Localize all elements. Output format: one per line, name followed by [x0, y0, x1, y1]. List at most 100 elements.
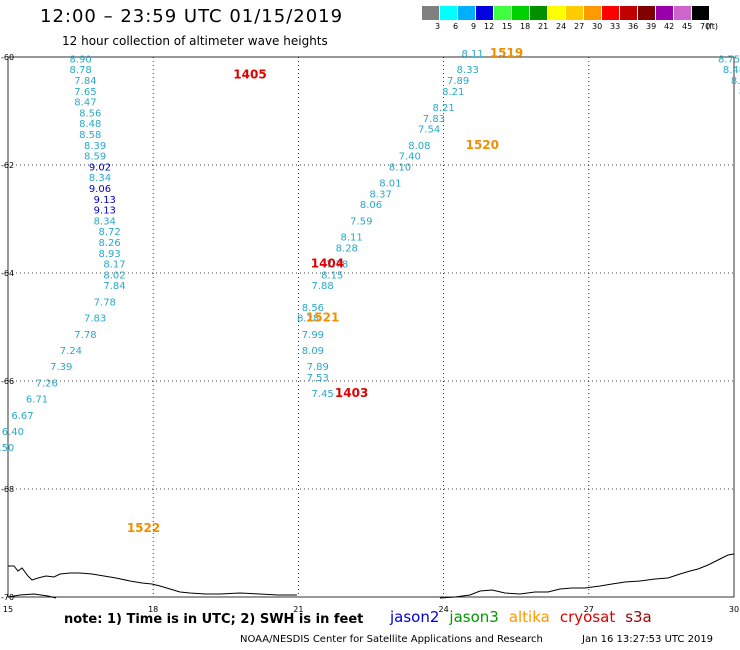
wave-height-value: 8.06 [360, 200, 382, 211]
generated-timestamp: Jan 16 13:27:53 UTC 2019 [582, 634, 714, 645]
wave-height-value: 7.78 [326, 260, 348, 271]
pass-number-label: 1522 [127, 521, 160, 535]
map-frame [7, 56, 735, 598]
wave-height-value: 9.13 [94, 195, 116, 206]
wave-height-value: 8.48 [79, 119, 101, 130]
wave-height-value: 8.37 [370, 189, 392, 200]
legend-swatch-12 [476, 6, 493, 20]
legend-swatch-9 [458, 6, 475, 20]
pass-number-label: 1519 [490, 46, 523, 60]
legend-swatch-36 [620, 6, 637, 20]
coastline-east [439, 553, 735, 599]
wave-height-value: 8.15 [321, 270, 343, 281]
wave-height-value: 7.83 [84, 314, 106, 325]
legend-label-27: 27 [574, 22, 585, 31]
satellite-s3a: s3a [625, 608, 652, 626]
credit-line: NOAA/NESDIS Center for Satellite Applica… [240, 634, 543, 645]
wave-height-value: 8.01 [379, 179, 401, 190]
legend-swatch-18 [512, 6, 529, 20]
wave-height-value: 7.45 [311, 389, 333, 400]
wave-height-value: 8.08 [408, 141, 430, 152]
wave-height-value: 6.50 [0, 443, 14, 454]
legend-label-18: 18 [520, 22, 531, 31]
wave-height-value: 9.02 [89, 162, 111, 173]
wave-height-value: 7.26 [36, 378, 58, 389]
legend-label-6: 6 [453, 22, 459, 31]
wave-height-value: 8.33 [457, 65, 479, 76]
wave-height-value: 9.13 [94, 206, 116, 217]
wave-height-value: 7.83 [423, 114, 445, 125]
wave-height-value: 9.06 [89, 184, 111, 195]
axis-labels: 15 18 21 24 27 30 -60 -62 -64 -66 -68 -70 [1, 53, 739, 614]
wave-height-value: 7.39 [50, 362, 72, 373]
y-tick-label: -70 [1, 593, 14, 602]
pass-labels: 1405 1519 1520 1404 1521 1403 1522 [127, 46, 523, 535]
coastline-west [8, 565, 297, 596]
ice-shelf-west [7, 593, 57, 599]
satellite-jason2: jason2 [390, 608, 440, 626]
legend-label-39: 39 [646, 22, 657, 31]
wave-height-value: 7.89 [447, 76, 469, 87]
wave-height-value: 8.02 [103, 270, 125, 281]
wave-height-value: 8.3 [731, 76, 740, 87]
legend-swatch-70 [692, 6, 709, 20]
wave-height-value: 8.48 [723, 65, 740, 76]
x-tick-label: 18 [148, 605, 158, 614]
y-tick-label: -68 [1, 485, 14, 494]
x-tick-label: 15 [3, 605, 13, 614]
wave-height-value: 6.71 [26, 395, 48, 406]
wave-height-value: 8.10 [389, 162, 411, 173]
wave-height-value: 8.11 [341, 233, 363, 244]
legend-label-3: 3 [435, 22, 441, 31]
color-scale-legend [422, 6, 728, 20]
legend-swatch-6 [440, 6, 457, 20]
legend-label-30: 30 [592, 22, 603, 31]
wave-height-value: 8.17 [103, 260, 125, 271]
wave-height-value: 7.24 [60, 346, 82, 357]
wave-height-value: 7.54 [418, 125, 440, 136]
wave-height-value: 7.89 [307, 362, 329, 373]
legend-swatch-3 [422, 6, 439, 20]
pass-number-label: 1520 [466, 138, 499, 152]
legend-label-15: 15 [502, 22, 513, 31]
wave-height-value: 8.39 [84, 141, 106, 152]
pass-number-label: 1405 [233, 68, 266, 82]
wave-height-value: 8.75 [718, 54, 740, 65]
x-tick-label: 30 [729, 605, 739, 614]
x-tick-label: 27 [584, 605, 594, 614]
wave-height-value: 7.88 [311, 281, 333, 292]
satellite-jason3: jason3 [449, 608, 499, 626]
wave-height-value: 8.90 [69, 54, 91, 65]
legend-unit: (ft) [706, 22, 719, 31]
altimeter-values: 8.908.787.847.658.478.568.488.588.398.59… [0, 49, 740, 454]
wave-height-value: 8.56 [302, 303, 324, 314]
wave-height-value: 8.47 [74, 98, 96, 109]
wave-height-value: 7.40 [399, 152, 421, 163]
wave-height-value: 8.93 [99, 249, 121, 260]
legend-label-33: 33 [610, 22, 621, 31]
legend-swatch-30 [584, 6, 601, 20]
wave-height-value: 8.34 [94, 216, 116, 227]
wave-height-value: 7.84 [103, 281, 125, 292]
legend-label-24: 24 [556, 22, 567, 31]
wave-height-value: 8.58 [79, 130, 101, 141]
wave-height-value: 8.34 [89, 173, 111, 184]
wave-height-value: 8.72 [99, 227, 121, 238]
wave-height-value: 8.78 [69, 65, 91, 76]
satellite-altika: altika [508, 608, 550, 626]
wave-height-value: 7.59 [350, 216, 372, 227]
wave-height-value: 7.53 [307, 373, 329, 384]
wave-height-value: 8.59 [84, 152, 106, 163]
legend-swatch-33 [602, 6, 619, 20]
legend-label-36: 36 [628, 22, 639, 31]
wave-height-value: 8.21 [442, 87, 464, 98]
y-tick-label: -62 [1, 161, 14, 170]
map-title: 12:00 – 23:59 UTC 01/15/2019 [40, 6, 344, 27]
wave-height-value: 8.28 [336, 243, 358, 254]
legend-label-42: 42 [664, 22, 675, 31]
satellite-cryosat: cryosat [559, 608, 616, 626]
legend-label-12: 12 [484, 22, 495, 31]
wave-height-value: 6.40 [2, 427, 24, 438]
wave-height-value: 7.78 [74, 330, 96, 341]
